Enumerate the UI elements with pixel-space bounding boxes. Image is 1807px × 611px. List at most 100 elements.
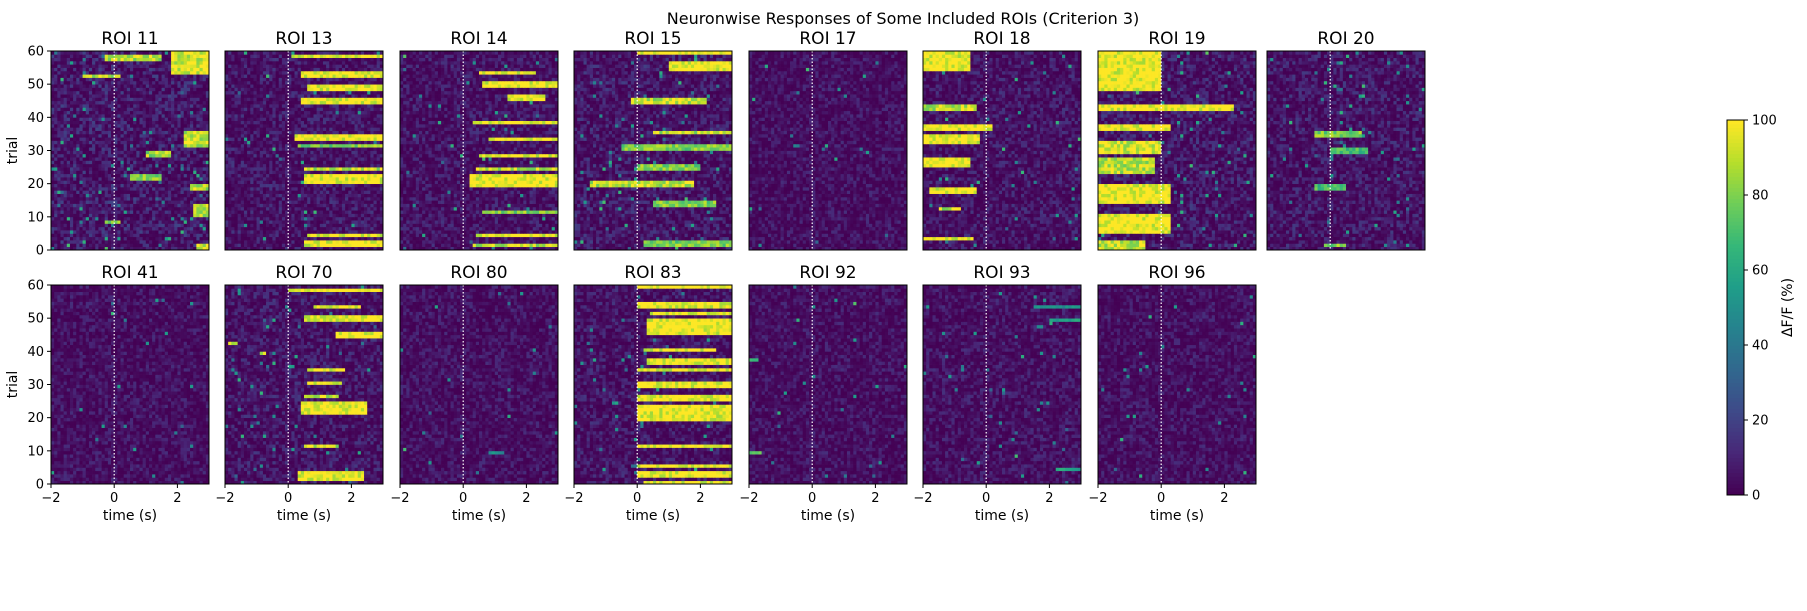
- y-tick-label: 20: [27, 177, 44, 192]
- heatmap-panel: ROI 80 −2 0 2 time (s): [390, 263, 559, 524]
- panel-frame: [1097, 284, 1257, 485]
- colorbar-tick-label: 80: [1752, 189, 1769, 204]
- heatmap-cells: [400, 285, 559, 485]
- colorbar-segment: [1727, 363, 1744, 368]
- x-tick-label: 0: [808, 491, 816, 506]
- x-tick-label: 0: [1157, 491, 1165, 506]
- colorbar-segment: [1727, 390, 1744, 395]
- y-tick-label: 60: [27, 45, 44, 60]
- x-tick-label: 2: [173, 491, 181, 506]
- colorbar-segment: [1727, 131, 1744, 136]
- colorbar-segment: [1727, 213, 1744, 218]
- panel-frame: [399, 50, 559, 251]
- heatmap-cells: [1098, 285, 1257, 485]
- x-axis-label: time (s): [452, 508, 506, 524]
- colorbar-segment: [1727, 476, 1744, 481]
- colorbar-segment: [1727, 138, 1744, 143]
- colorbar-segment: [1727, 157, 1744, 162]
- colorbar-segment: [1727, 356, 1744, 361]
- y-tick-label: 10: [27, 210, 44, 225]
- panel-title: ROI 17: [799, 29, 856, 49]
- panel-title: ROI 14: [450, 29, 507, 49]
- colorbar-segment: [1727, 322, 1744, 327]
- colorbar-segment: [1727, 412, 1744, 417]
- x-tick-label: −2: [1088, 491, 1107, 506]
- colorbar-segment: [1727, 427, 1744, 432]
- colorbar-segment: [1727, 195, 1744, 200]
- heatmap-panel: ROI 92 −2 0 2 time (s): [739, 263, 908, 524]
- panel-title: ROI 96: [1148, 263, 1205, 283]
- x-tick-label: 2: [1045, 491, 1053, 506]
- panel-frame: [1097, 50, 1257, 251]
- colorbar-segment: [1727, 191, 1744, 196]
- panel-frame: [748, 50, 908, 251]
- panel-title: ROI 19: [1148, 29, 1205, 49]
- panel-title: ROI 70: [275, 263, 332, 283]
- heatmap-cells: [51, 285, 210, 485]
- colorbar-segment: [1727, 405, 1744, 410]
- colorbar-segment: [1727, 228, 1744, 233]
- x-tick-label: 0: [459, 491, 467, 506]
- colorbar-segment: [1727, 168, 1744, 173]
- heatmap-cells: [51, 51, 210, 251]
- panel-title: ROI 83: [624, 263, 681, 283]
- colorbar-segment: [1727, 281, 1744, 286]
- y-tick-label: 10: [27, 444, 44, 459]
- colorbar-segment: [1727, 258, 1744, 263]
- heatmap-panel: ROI 96 −2 0 2 time (s): [1088, 263, 1257, 524]
- colorbar-segment: [1727, 378, 1744, 383]
- colorbar-segment: [1727, 187, 1744, 192]
- y-tick-label: 40: [27, 345, 44, 360]
- colorbar-segment: [1727, 165, 1744, 170]
- colorbar-segment: [1727, 311, 1744, 316]
- x-tick-label: 0: [110, 491, 118, 506]
- heatmap-panel: ROI 83 −2 0 2 time (s): [564, 263, 733, 524]
- panel-title: ROI 80: [450, 263, 507, 283]
- colorbar-segment: [1727, 375, 1744, 380]
- colorbar-label: ΔF/F (%): [1780, 278, 1796, 337]
- colorbar-segment: [1727, 420, 1744, 425]
- colorbar-tick-label: 20: [1752, 414, 1769, 429]
- x-axis-label: time (s): [626, 508, 680, 524]
- y-axis-label: trial: [5, 371, 21, 399]
- colorbar-segment: [1727, 266, 1744, 271]
- panel-frame: [922, 284, 1082, 485]
- panel-title: ROI 18: [973, 29, 1030, 49]
- x-tick-label: 2: [696, 491, 704, 506]
- colorbar-segment: [1727, 243, 1744, 248]
- colorbar-segment: [1727, 367, 1744, 372]
- colorbar-segment: [1727, 393, 1744, 398]
- colorbar-segment: [1727, 240, 1744, 245]
- heatmap-cells: [1098, 51, 1257, 251]
- colorbar-segment: [1727, 401, 1744, 406]
- colorbar-segment: [1727, 221, 1744, 226]
- x-axis-label: time (s): [975, 508, 1029, 524]
- colorbar-segment: [1727, 446, 1744, 451]
- colorbar-segment: [1727, 326, 1744, 331]
- x-tick-label: −2: [564, 491, 583, 506]
- heatmap-cells: [749, 285, 908, 485]
- colorbar-segment: [1727, 457, 1744, 462]
- colorbar-segment: [1727, 146, 1744, 151]
- panel-frame: [224, 284, 384, 485]
- heatmap-cells: [923, 51, 1082, 251]
- colorbar-segment: [1727, 348, 1744, 353]
- colorbar-segment: [1727, 465, 1744, 470]
- y-axis-label: trial: [5, 137, 21, 165]
- colorbar-segment: [1727, 296, 1744, 301]
- colorbar-segment: [1727, 262, 1744, 267]
- panel-frame: [573, 50, 733, 251]
- colorbar-segment: [1727, 153, 1744, 158]
- heatmap-cells: [923, 285, 1082, 485]
- colorbar-segment: [1727, 120, 1744, 125]
- colorbar-segment: [1727, 453, 1744, 458]
- colorbar-tick-label: 40: [1752, 339, 1769, 354]
- colorbar-segment: [1727, 330, 1744, 335]
- x-tick-label: −2: [215, 491, 234, 506]
- heatmap-cells: [1267, 51, 1426, 251]
- y-tick-label: 50: [27, 78, 44, 93]
- colorbar-segment: [1727, 300, 1744, 305]
- y-tick-label: 0: [36, 244, 44, 259]
- colorbar-segment: [1727, 142, 1744, 147]
